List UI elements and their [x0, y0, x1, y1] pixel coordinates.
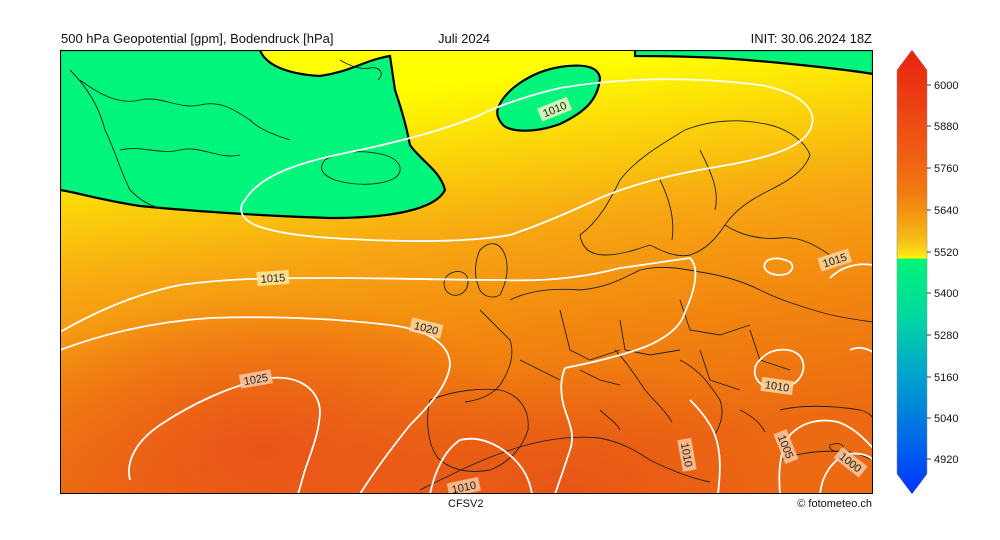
isobar-labels: 1010 1015 1020 1025 1015 1010: [238, 96, 868, 494]
init-time: INIT: 30.06.2024 18Z: [750, 31, 872, 46]
isobar-1015-east-b: [829, 263, 873, 279]
isobar-label: 1010: [678, 442, 694, 468]
isobar-1010-south: [429, 437, 533, 494]
colorbar-tick: 5520: [927, 247, 958, 259]
colorbar-tick: 5640: [927, 205, 958, 217]
isobar-1025: [128, 376, 321, 494]
svg-text:6000: 6000: [934, 80, 958, 92]
isobar-1015: [60, 257, 697, 369]
isobar-label: 1010: [764, 379, 790, 394]
isobars: [60, 78, 873, 494]
svg-text:5400: 5400: [934, 288, 958, 300]
colorbar: 6000 5880 5760 5640 5520 5400: [896, 48, 986, 496]
colorbar-tick: 5280: [927, 330, 958, 342]
colorbar-gradient: [896, 49, 928, 495]
svg-text:5520: 5520: [934, 247, 958, 259]
svg-text:5160: 5160: [934, 372, 958, 384]
forecast-month: Juli 2024: [438, 31, 491, 46]
colorbar-tick: 5880: [927, 121, 958, 133]
svg-text:5040: 5040: [934, 413, 958, 425]
colorbar-tick: 4920: [927, 454, 958, 466]
map-title: 500 hPa Geopotential [gpm], Bodendruck […: [61, 31, 334, 46]
model-name: CFSV2: [448, 498, 484, 510]
low-geopotential-region-greenland: [60, 50, 447, 220]
svg-text:5640: 5640: [934, 205, 958, 217]
isobar-label: 1010: [451, 480, 477, 494]
coastlines: [69, 59, 873, 491]
credit-label: © fotometeo.ch: [797, 498, 872, 510]
colorbar-ticks: 6000 5880 5760 5640 5520 5400: [927, 80, 958, 466]
isobar-label: 1020: [413, 320, 440, 338]
svg-text:5760: 5760: [934, 163, 958, 175]
isobar-1010-north: [240, 78, 814, 243]
isobar-1020: [60, 316, 451, 494]
svg-text:5280: 5280: [934, 330, 958, 342]
colorbar-tick: 5400: [927, 288, 958, 300]
colorbar-tick: 5160: [927, 372, 958, 384]
isobar-1015-east: [763, 257, 794, 276]
weather-map: 1010 1015 1020 1025 1015 1010: [60, 50, 873, 494]
isobar-label: 1015: [260, 272, 285, 286]
isobar-1010-balkan: [689, 399, 721, 494]
svg-text:4920: 4920: [934, 454, 958, 466]
low-geopotential-region-arctic: [633, 50, 873, 76]
isobar-east-edge: [849, 346, 873, 353]
isobar-label: 1025: [243, 372, 269, 388]
map-frame: [60, 50, 873, 494]
svg-text:5880: 5880: [934, 121, 958, 133]
isobar-1005: [778, 419, 873, 494]
colorbar-tick: 5040: [927, 413, 958, 425]
colorbar-tick: 6000: [927, 80, 958, 92]
colorbar-tick: 5760: [927, 163, 958, 175]
isobar-1010-center: [554, 367, 573, 494]
low-geopotential-region-norwegian-sea: [496, 64, 602, 132]
